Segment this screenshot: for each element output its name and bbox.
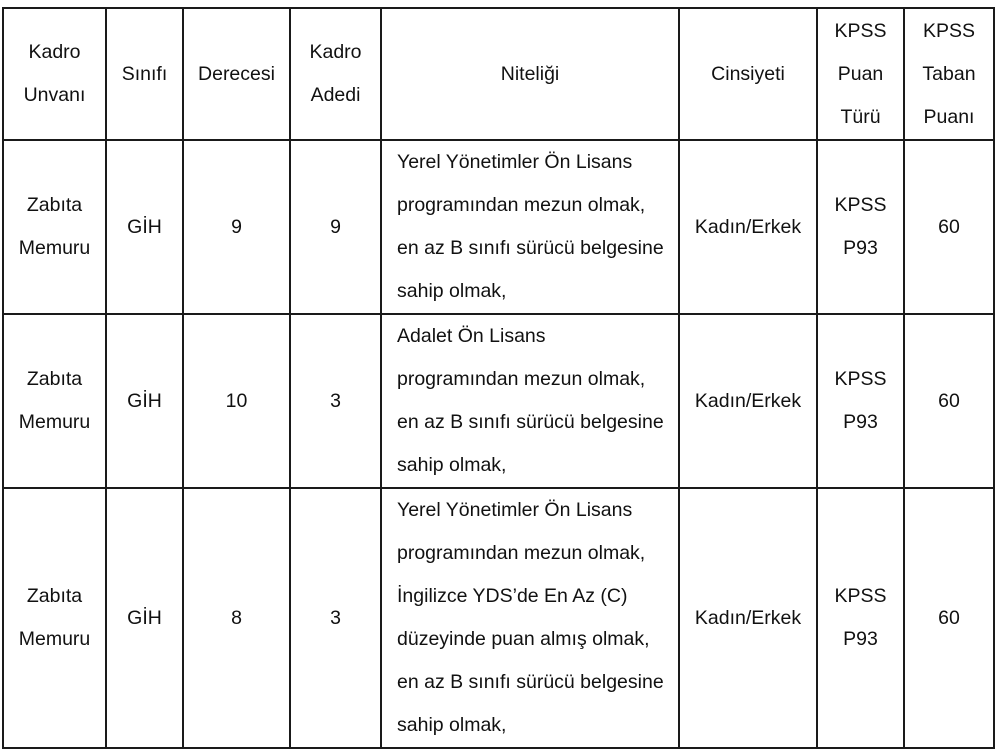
header-niteligi: Niteliği xyxy=(380,7,680,141)
cell-taban: 60 xyxy=(903,487,995,749)
header-kpss-puan-turu: KPSS Puan Türü xyxy=(816,7,905,141)
header-kadro-unvani: Kadro Unvanı xyxy=(2,7,107,141)
cell-adet: 9 xyxy=(289,139,382,315)
table-row: Zabıta Memuru GİH 10 3 Adalet Ön Lisans pr… xyxy=(2,313,995,489)
cell-cinsiyet: Kadın/Erkek xyxy=(678,313,818,489)
cell-unvan: Zabıta Memuru xyxy=(2,313,107,489)
cell-nitelik: Yerel Yönetimler Ön Lisans programından m… xyxy=(380,139,680,315)
header-kpss-taban-puani: KPSS Taban Puanı xyxy=(903,7,995,141)
cell-adet: 3 xyxy=(289,313,382,489)
cell-nitelik: Yerel Yönetimler Ön Lisans programından m… xyxy=(380,487,680,749)
cell-puan-turu: KPSS P93 xyxy=(816,313,905,489)
cell-derece: 9 xyxy=(182,139,291,315)
header-cinsiyeti: Cinsiyeti xyxy=(678,7,818,141)
cell-derece: 10 xyxy=(182,313,291,489)
cell-unvan: Zabıta Memuru xyxy=(2,487,107,749)
header-derecesi: Derecesi xyxy=(182,7,291,141)
cell-sinif: GİH xyxy=(105,139,184,315)
header-sinifi: Sınıfı xyxy=(105,7,184,141)
table-row: Zabıta Memuru GİH 9 9 Yerel Yönetimler Ön… xyxy=(2,139,995,315)
header-row: Kadro Unvanı Sınıfı Derecesi Kadro Adedi N… xyxy=(2,7,995,141)
cell-taban: 60 xyxy=(903,313,995,489)
cell-sinif: GİH xyxy=(105,313,184,489)
header-kadro-adedi: Kadro Adedi xyxy=(289,7,382,141)
cell-taban: 60 xyxy=(903,139,995,315)
cell-adet: 3 xyxy=(289,487,382,749)
cell-unvan: Zabıta Memuru xyxy=(2,139,107,315)
cell-puan-turu: KPSS P93 xyxy=(816,139,905,315)
cell-cinsiyet: Kadın/Erkek xyxy=(678,139,818,315)
table-row: Zabıta Memuru GİH 8 3 Yerel Yönetimler Ön… xyxy=(2,487,995,749)
cell-puan-turu: KPSS P93 xyxy=(816,487,905,749)
cell-derece: 8 xyxy=(182,487,291,749)
kadro-table: Kadro Unvanı Sınıfı Derecesi Kadro Adedi N… xyxy=(2,7,995,749)
cell-sinif: GİH xyxy=(105,487,184,749)
cell-cinsiyet: Kadın/Erkek xyxy=(678,487,818,749)
cell-nitelik: Adalet Ön Lisans programından mezun olmak… xyxy=(380,313,680,489)
